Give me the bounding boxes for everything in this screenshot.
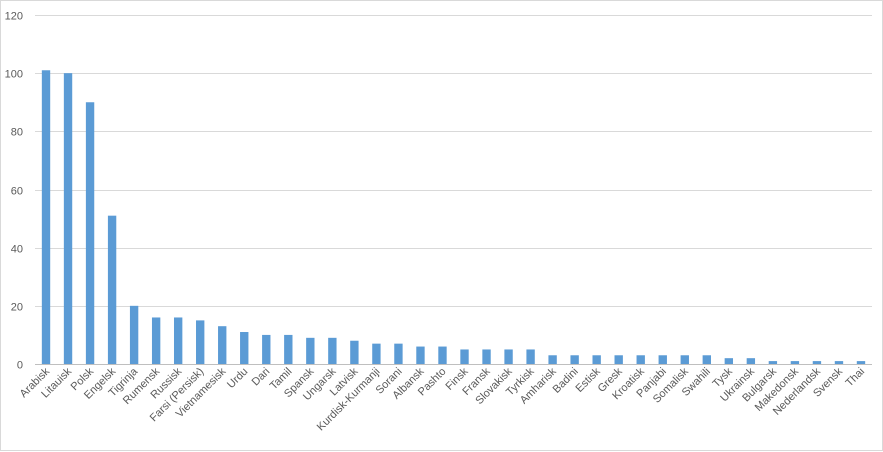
y-tick-label: 20 <box>11 302 23 314</box>
bar-sorani <box>394 343 403 364</box>
bar-farsi-persisk- <box>196 320 205 365</box>
y-tick-label: 100 <box>5 69 23 81</box>
bar-somalisk <box>680 355 689 364</box>
bar-kroatisk <box>636 355 645 364</box>
bar-swahili <box>702 355 711 364</box>
bar-tysk <box>724 358 734 364</box>
x-category-label: Thai <box>843 366 867 390</box>
bar-bulgarsk <box>768 361 778 364</box>
bar-finsk <box>460 349 469 364</box>
bar-dari <box>262 334 271 364</box>
bar-arabisk <box>41 70 51 364</box>
y-tick-label: 0 <box>17 360 23 372</box>
bar-urdu <box>240 332 249 364</box>
bar-gresk <box>614 355 623 364</box>
y-tick-label: 40 <box>11 244 23 256</box>
bar-engelsk <box>107 215 117 364</box>
bar-badini <box>570 355 579 364</box>
y-tick-label: 120 <box>5 11 23 23</box>
bar-makedonsk <box>790 361 800 364</box>
bar-litauisk <box>63 73 73 365</box>
bar-svensk <box>834 361 844 364</box>
bar-amharisk <box>548 355 557 364</box>
bar-rumensk <box>151 317 161 364</box>
y-tick-label: 80 <box>11 127 23 139</box>
bar-tamil <box>284 334 293 364</box>
y-tick-label: 60 <box>11 186 23 198</box>
bar-vietnamesisk <box>218 326 227 364</box>
bar-panjabi <box>658 355 667 364</box>
bar-thai <box>856 361 866 364</box>
bar-ukrainsk <box>746 358 756 364</box>
bar-tyrkisk <box>526 349 535 364</box>
bars <box>41 70 866 365</box>
bar-russisk <box>173 317 183 364</box>
bar-latvisk <box>350 340 359 364</box>
bar-polsk <box>85 102 95 364</box>
bar-pashto <box>438 346 447 364</box>
x-category-label: Urdu <box>225 366 250 391</box>
x-axis-labels: ArabiskLitauiskPolskEngelskTigrinjaRumen… <box>18 365 867 433</box>
bar-fransk <box>482 349 491 364</box>
bar-ungarsk <box>328 337 337 364</box>
bar-tigrinja <box>129 305 139 364</box>
bar-albansk <box>416 346 425 364</box>
bar-spansk <box>306 337 315 364</box>
bar-kurdisk-kurmanji <box>372 343 381 364</box>
bar-nederlandsk <box>812 361 822 364</box>
x-category-label: Badini <box>551 366 581 396</box>
y-axis-ticks: 0 20 40 60 80 100 120 <box>5 11 23 372</box>
bar-estisk <box>592 355 601 364</box>
gridlines <box>35 15 872 307</box>
bar-slovakisk <box>504 349 513 364</box>
